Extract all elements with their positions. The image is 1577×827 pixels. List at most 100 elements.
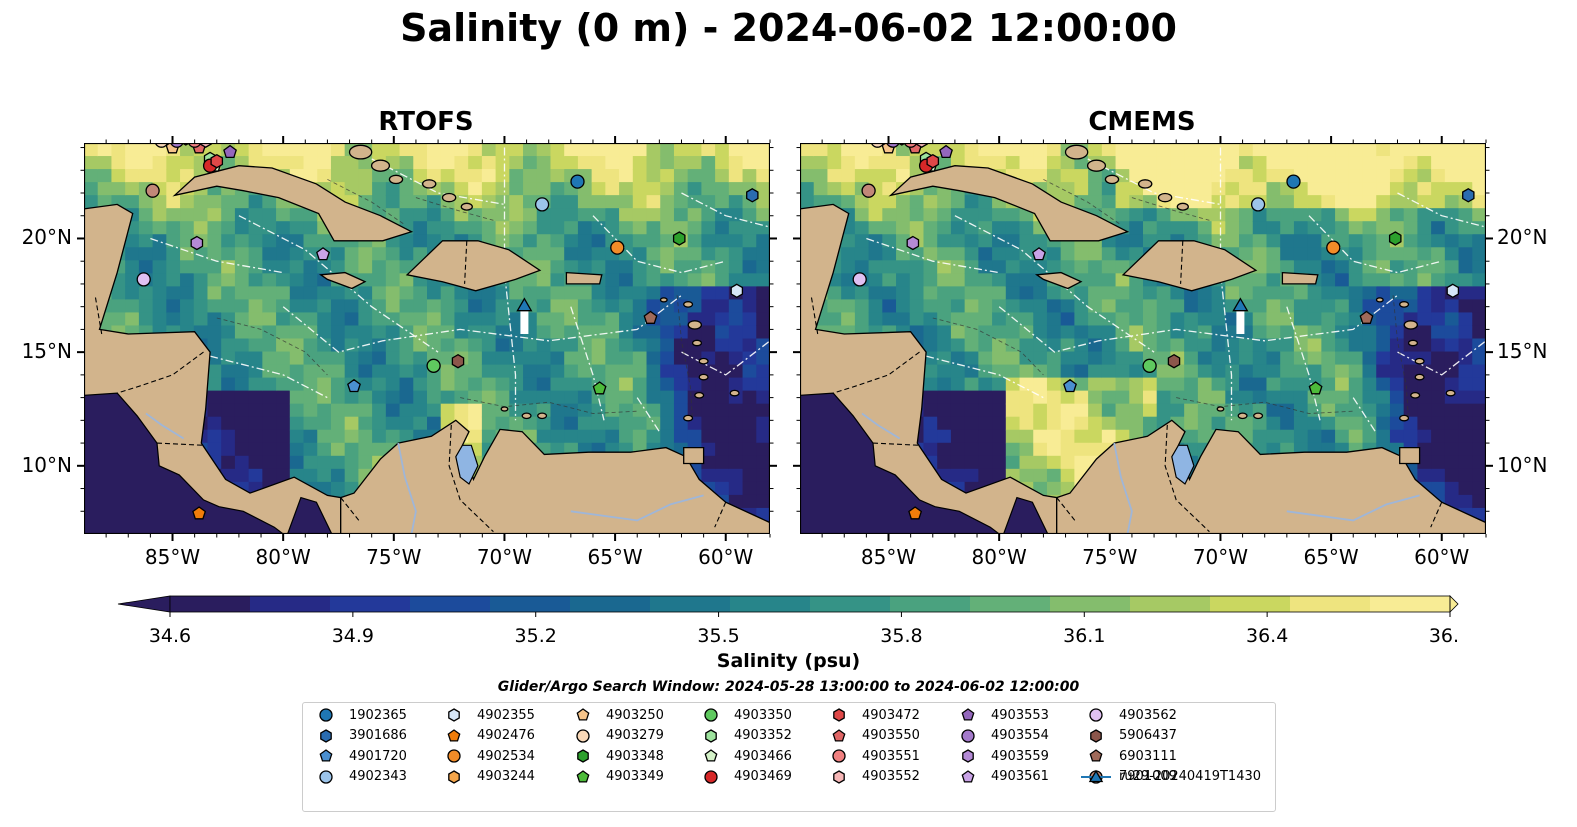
- marker-7901009: [145, 183, 160, 198]
- legend-label: 4903350: [734, 707, 792, 723]
- field-cell: [234, 312, 250, 327]
- field-cell: [358, 429, 373, 444]
- field-cell: [1266, 312, 1281, 327]
- field-cell: [289, 234, 305, 248]
- field-cell: [1472, 390, 1486, 405]
- field-cell: [1266, 273, 1281, 287]
- field-cell: [619, 338, 634, 353]
- field-cell: [276, 286, 291, 300]
- field-cell: [1088, 143, 1103, 157]
- glider-marker: [1232, 297, 1249, 312]
- field-cell: [687, 221, 702, 235]
- field-cell: [495, 195, 510, 209]
- field-cell: [550, 143, 565, 157]
- field-cell: [923, 195, 938, 209]
- colorbar-tick-label: 34.6: [149, 625, 191, 647]
- field-cell: [468, 351, 483, 366]
- field-cell: [1444, 273, 1460, 287]
- field-cell: [1321, 312, 1336, 327]
- field-cell: [1417, 377, 1432, 392]
- field-cell: [1115, 403, 1130, 418]
- field-cell: [262, 338, 277, 353]
- field-cell: [523, 286, 538, 300]
- field-cell: [481, 377, 497, 392]
- field-cell: [1074, 416, 1089, 431]
- field-cell: [1211, 416, 1226, 431]
- field-cell: [1143, 312, 1158, 327]
- field-cell: [509, 182, 524, 196]
- field-cell: [1362, 234, 1377, 248]
- field-cell: [1417, 403, 1432, 418]
- field-cell: [701, 169, 716, 183]
- field-cell: [1211, 195, 1226, 209]
- field-cell: [715, 390, 730, 405]
- field-cell: [1033, 351, 1048, 366]
- country-borders: [94, 240, 727, 533]
- field-cell: [262, 208, 277, 222]
- eez-line: [1087, 158, 1221, 206]
- field-cell: [413, 403, 428, 418]
- field-cell: [1376, 156, 1391, 170]
- field-cell: [1060, 429, 1075, 444]
- field-cell: [1321, 351, 1336, 366]
- field-cell: [1074, 195, 1089, 209]
- field-cell: [1005, 338, 1021, 353]
- field-cell: [1444, 195, 1460, 209]
- field-cell: [1225, 221, 1240, 235]
- field-cell: [536, 286, 552, 300]
- landmass: [318, 271, 367, 290]
- field-cell: [317, 260, 332, 274]
- field-cell: [1170, 156, 1185, 170]
- legend-label: 4902476: [477, 728, 535, 743]
- field-cell: [1458, 351, 1473, 366]
- field-cell: [1335, 299, 1350, 314]
- field-cell: [1101, 325, 1117, 340]
- legend-item: 4903552: [824, 767, 920, 787]
- field-cell: [577, 429, 593, 444]
- field-cell: [923, 390, 938, 405]
- field-cell: [1211, 208, 1226, 222]
- field-cell: [125, 247, 140, 261]
- field-cell: [1088, 403, 1103, 418]
- x-tick-label: 80°W: [971, 545, 1027, 569]
- x-tick-label: 60°W: [698, 545, 754, 569]
- field-cell: [344, 429, 359, 444]
- field-cell: [1376, 338, 1391, 353]
- y-tick-label-right: 10°N: [1497, 452, 1548, 477]
- field-cell: [992, 364, 1007, 379]
- field-cell: [1197, 156, 1213, 170]
- field-cell: [909, 312, 925, 327]
- legend-item: ru29-20240419T1430: [1081, 767, 1261, 787]
- field-cell: [440, 286, 456, 300]
- field-cell: [221, 390, 236, 405]
- field-cell: [1211, 286, 1226, 300]
- field-cell: [1389, 403, 1405, 418]
- field-cell: [1115, 260, 1130, 274]
- field-cell: [440, 182, 456, 196]
- field-cell: [1033, 338, 1048, 353]
- field-cell: [248, 234, 263, 248]
- field-cell: [495, 351, 510, 366]
- field-cell: [742, 234, 757, 248]
- field-cell: [1060, 442, 1075, 457]
- field-cell: [1197, 221, 1213, 235]
- field-cell: [427, 338, 442, 353]
- field-cell: [399, 195, 414, 209]
- field-cell: [303, 156, 318, 170]
- field-cell: [358, 195, 373, 209]
- field-cell: [564, 377, 579, 392]
- field-cell: [550, 208, 565, 222]
- field-cell: [1417, 260, 1432, 274]
- legend-glyph: [961, 728, 975, 743]
- field-cell: [1239, 377, 1254, 392]
- field-cell: [1362, 247, 1377, 261]
- field-cell: [372, 299, 387, 314]
- field-cell: [1417, 143, 1432, 157]
- field-cell: [1239, 390, 1254, 405]
- field-cell: [1211, 182, 1226, 196]
- field-cell: [1101, 247, 1117, 261]
- field-cell: [399, 143, 414, 157]
- field-cell: [1389, 221, 1405, 235]
- field-cell: [1060, 156, 1075, 170]
- field-cell: [701, 195, 716, 209]
